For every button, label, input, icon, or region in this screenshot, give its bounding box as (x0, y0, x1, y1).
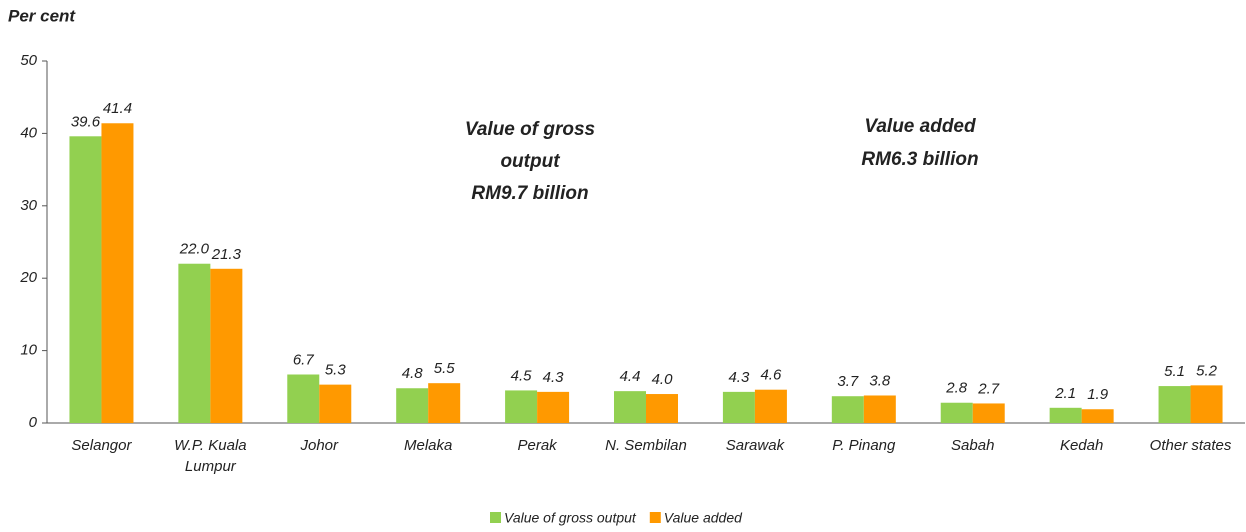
x-tick-label: N. Sembilan (605, 437, 687, 454)
value-label: 39.6 (71, 113, 101, 130)
value-label: 4.0 (652, 371, 674, 388)
legend-swatch (490, 512, 501, 523)
x-tick-label: Kedah (1059, 437, 1104, 454)
bar (646, 394, 678, 423)
value-label: 5.2 (1196, 362, 1218, 379)
value-label: 3.7 (837, 373, 859, 390)
bar (537, 391, 570, 423)
annotation: Value of gross (465, 119, 595, 140)
value-label: 1.9 (1087, 386, 1109, 403)
bar (101, 123, 134, 423)
value-label: 3.8 (869, 372, 891, 389)
value-label: 4.3 (543, 369, 565, 386)
bar (69, 136, 102, 423)
bar (1049, 407, 1082, 423)
value-label: 6.7 (293, 351, 315, 368)
bar (831, 396, 864, 423)
y-tick-label: 0 (29, 414, 38, 431)
annotation: Value added (864, 116, 976, 137)
bar (319, 384, 352, 423)
bar (1081, 409, 1114, 423)
annotation: RM6.3 billion (861, 149, 978, 170)
bar (428, 383, 461, 423)
value-label: 5.3 (325, 362, 347, 379)
y-tick-label: 50 (20, 52, 37, 69)
y-tick-label: 40 (20, 124, 37, 141)
legend-label: Value added (664, 510, 743, 526)
legend-label: Value of gross output (504, 510, 637, 526)
legend-swatch (649, 512, 661, 523)
bar (863, 395, 896, 423)
value-label: 4.6 (760, 367, 782, 384)
x-tick-label: Perak (517, 437, 557, 454)
value-label: 2.1 (1054, 385, 1076, 402)
x-tick-label: Sabah (951, 437, 995, 454)
bar (210, 268, 243, 423)
x-tick-label: Johor (300, 437, 339, 454)
x-tick-label: P. Pinang (832, 437, 896, 454)
value-label: 4.4 (620, 368, 641, 385)
value-label: 4.5 (511, 367, 533, 384)
x-tick-label: Selangor (71, 437, 132, 454)
y-axis-title: Per cent (8, 6, 76, 25)
annotation: output (500, 151, 560, 172)
x-tick-label: W.P. Kuala Lumpur (174, 437, 247, 475)
bar (722, 391, 755, 423)
y-tick-label: 20 (19, 269, 37, 286)
y-tick-label: 10 (20, 342, 37, 359)
annotation: RM9.7 billion (471, 183, 588, 204)
bar (614, 391, 646, 423)
bar (396, 388, 429, 423)
bar (1158, 386, 1191, 423)
bar (754, 389, 787, 423)
value-label: 22.0 (179, 241, 210, 258)
bar (287, 374, 320, 423)
bar (505, 390, 538, 423)
x-tick-label: Sarawak (725, 437, 785, 454)
value-label: 5.1 (1164, 363, 1185, 380)
value-label: 2.8 (945, 380, 968, 397)
value-label: 2.7 (977, 380, 1000, 397)
bar (972, 403, 1005, 423)
bar (940, 402, 973, 423)
bar (1190, 385, 1223, 423)
bar (178, 263, 211, 423)
value-label: 21.3 (211, 246, 242, 263)
value-label: 5.5 (434, 360, 456, 377)
value-label: 4.3 (728, 369, 750, 386)
x-tick-label: Melaka (403, 437, 453, 454)
value-label: 4.8 (402, 365, 424, 382)
y-tick-label: 30 (20, 197, 37, 214)
x-tick-label: Other states (1149, 437, 1232, 454)
value-label: 41.4 (103, 100, 132, 117)
